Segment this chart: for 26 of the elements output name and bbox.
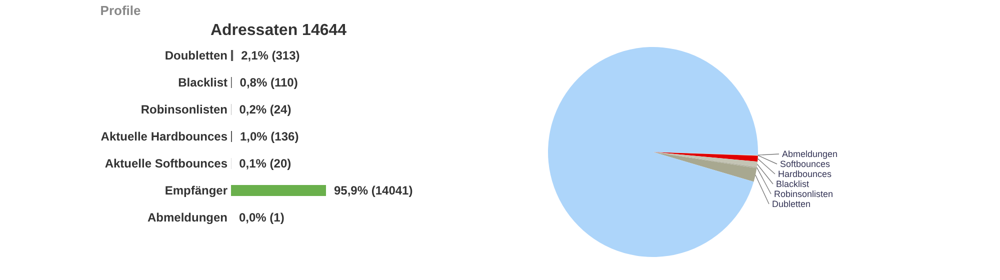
chart-subtitle: Adressaten 14644 [210, 22, 347, 39]
text: Profile [100, 3, 141, 18]
slice-label: Dubletten [772, 199, 811, 209]
bar [231, 185, 326, 196]
slice-label: Blacklist [776, 179, 810, 189]
data-label: 95,9% (14041) [334, 184, 413, 198]
data-label: 1,0% (136) [240, 130, 299, 144]
y-tick-label: Doubletten [164, 48, 228, 62]
y-tick-label: Abmeldungen [148, 210, 228, 224]
data-label: 0,0% (1) [239, 210, 284, 224]
legend-label: Abmeldungen [782, 149, 838, 159]
slice-label: Robinsonlisten [774, 189, 834, 199]
pie-slice [653, 152, 758, 162]
y-tick-label: Aktuelle Hardbounces [100, 130, 228, 144]
y-tick-label: Aktuelle Softbounces [104, 156, 228, 170]
y-tick-label: Robinsonlisten [140, 102, 228, 116]
pie-slice [653, 152, 757, 182]
data-label: 0,8% (110) [240, 76, 298, 90]
data-label: 0,1% (20) [239, 156, 292, 170]
data-label: 0,2% (24) [239, 102, 292, 116]
slice-label: Softbounces [780, 159, 831, 169]
y-tick-label: Empfänger [164, 184, 228, 198]
data-label: 2,1% (313) [241, 48, 300, 62]
y-tick-label: Blacklist [178, 76, 228, 90]
pie-slice [548, 47, 758, 257]
slice-label: Hardbounces [778, 169, 832, 179]
